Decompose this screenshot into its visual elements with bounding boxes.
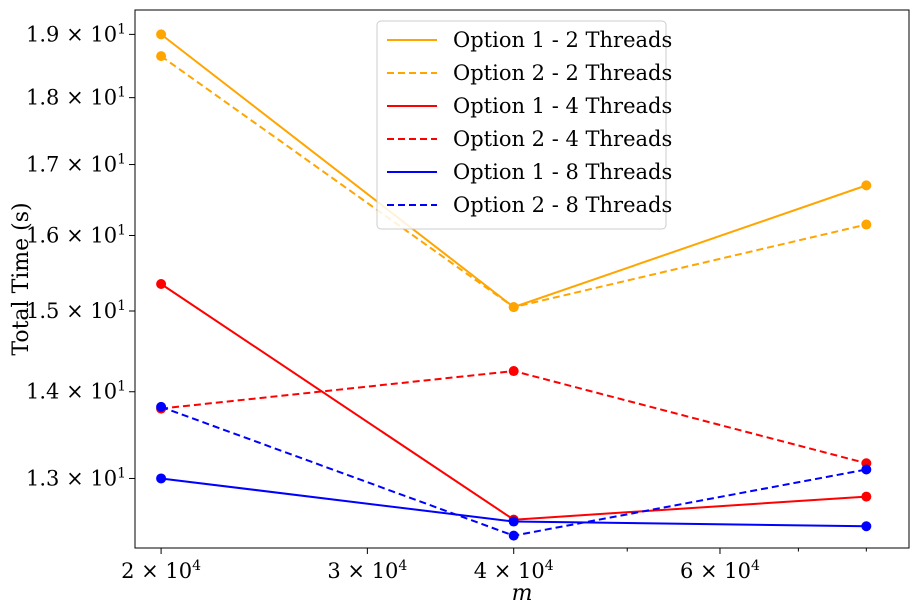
series-line-3: [160, 283, 867, 521]
data-point-6-3: [861, 464, 872, 475]
data-point-3-3: [861, 491, 872, 502]
y-tick-label-3: 1.5 × 101: [26, 298, 126, 323]
y-tick-label-4: 1.6 × 101: [26, 222, 126, 247]
plot-area: [156, 29, 872, 541]
legend: Option 1 - 2 Threads Option 2 - 2 Threads…: [376, 20, 672, 230]
legend-label-6: Option 2 - 8 Threads: [453, 193, 672, 217]
data-point-5-3: [861, 521, 872, 532]
series-2: [156, 51, 872, 313]
legend-item-3: Option 1 - 4 Threads: [387, 94, 672, 118]
plot-frame: [134, 9, 910, 549]
x-tick-label-4: 6 × 104: [680, 558, 760, 583]
y-tick-label-2: 1.4 × 101: [26, 379, 126, 404]
series-4: [156, 366, 872, 469]
y-tick-label-7: 1.9 × 101: [26, 21, 126, 46]
y-axis-label: Total Time (s): [9, 202, 34, 355]
data-point-4-2: [508, 366, 519, 377]
legend-item-1: Option 1 - 2 Threads: [387, 28, 672, 52]
x-axis-label: m: [512, 581, 533, 606]
legend-item-5: Option 1 - 8 Threads: [387, 160, 672, 184]
x-tick-label-3: 4 × 104: [474, 558, 554, 583]
x-tick-label-2: 3 × 104: [327, 558, 407, 583]
y-tick-label-6: 1.8 × 101: [26, 85, 126, 110]
data-point-3-1: [156, 279, 167, 290]
data-point-5-1: [156, 473, 167, 484]
data-point-6-1: [156, 401, 167, 412]
legend-item-6: Option 2 - 8 Threads: [387, 193, 672, 217]
series-6: [156, 401, 872, 541]
data-point-1-3: [861, 180, 872, 191]
x-tick-label-1: 2 × 104: [121, 558, 201, 583]
y-tick-label-5: 1.7 × 101: [26, 152, 126, 177]
legend-label-3: Option 1 - 4 Threads: [453, 94, 672, 118]
data-point-1-1: [156, 29, 167, 40]
series-line-4: [160, 370, 867, 465]
data-point-5-2: [508, 516, 519, 527]
data-point-6-2: [508, 530, 519, 541]
legend-label-5: Option 1 - 8 Threads: [453, 160, 672, 184]
data-point-2-2: [508, 302, 519, 313]
data-point-2-1: [156, 51, 167, 62]
data-point-2-3: [861, 219, 872, 230]
legend-label-4: Option 2 - 4 Threads: [453, 127, 672, 151]
legend-item-4: Option 2 - 4 Threads: [387, 127, 672, 151]
y-tick-label-1: 1.3 × 101: [26, 465, 126, 490]
legend-box: [376, 20, 667, 230]
axes: 2 × 104 3 × 104 4 × 104 6 × 104 1.3 × 101 1.4…: [9, 9, 910, 606]
legend-item-2: Option 2 - 2 Threads: [387, 61, 672, 85]
series-5: [156, 473, 872, 532]
legend-label-1: Option 1 - 2 Threads: [453, 28, 672, 52]
legend-label-2: Option 2 - 2 Threads: [453, 61, 672, 85]
